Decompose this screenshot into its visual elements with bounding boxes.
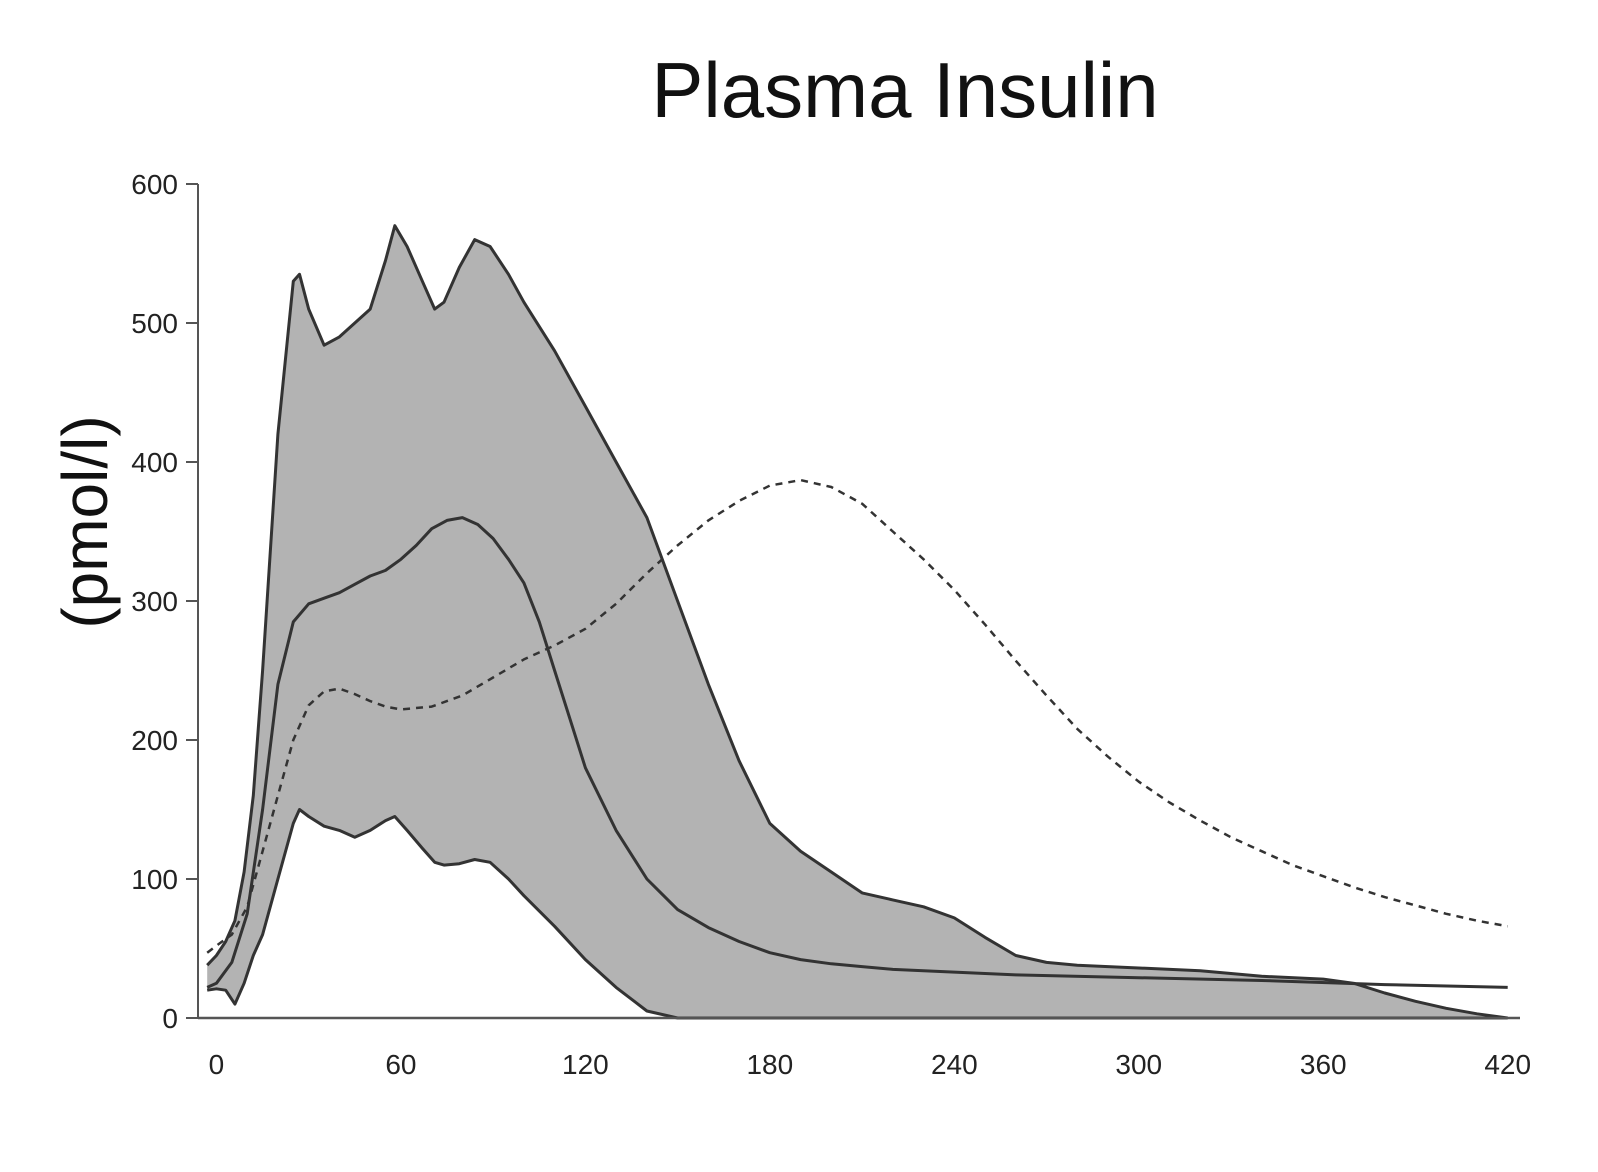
band-layer [207, 225, 1508, 1018]
x-tick-label: 60 [385, 1049, 416, 1080]
y-tick-label: 200 [131, 725, 178, 756]
chart-title: Plasma Insulin [651, 46, 1158, 134]
y-axis-label: (pmol/l) [49, 415, 121, 628]
y-tick-label: 300 [131, 586, 178, 617]
x-tick-label: 0 [209, 1049, 225, 1080]
x-tick-label: 300 [1115, 1049, 1162, 1080]
y-tick-label: 600 [131, 169, 178, 200]
x-tick-label: 180 [746, 1049, 793, 1080]
x-tick-label: 420 [1484, 1049, 1531, 1080]
series-line-comparison [206, 478, 1508, 954]
axis-layer: 0 100 200 300 400 500 600 0 60 120 180 240 300 360 420 [131, 169, 1531, 1080]
x-tick-label: 360 [1300, 1049, 1347, 1080]
x-tick-label: 240 [931, 1049, 978, 1080]
y-tick-label: 500 [131, 308, 178, 339]
range-band-area [207, 225, 1508, 1018]
series-line-band-upper [206, 224, 1508, 1020]
x-tick-label: 120 [562, 1049, 609, 1080]
y-tick-label: 100 [131, 864, 178, 895]
y-tick-label: 400 [131, 447, 178, 478]
series-line-mean [206, 516, 1508, 989]
y-tick-label: 0 [162, 1003, 178, 1034]
